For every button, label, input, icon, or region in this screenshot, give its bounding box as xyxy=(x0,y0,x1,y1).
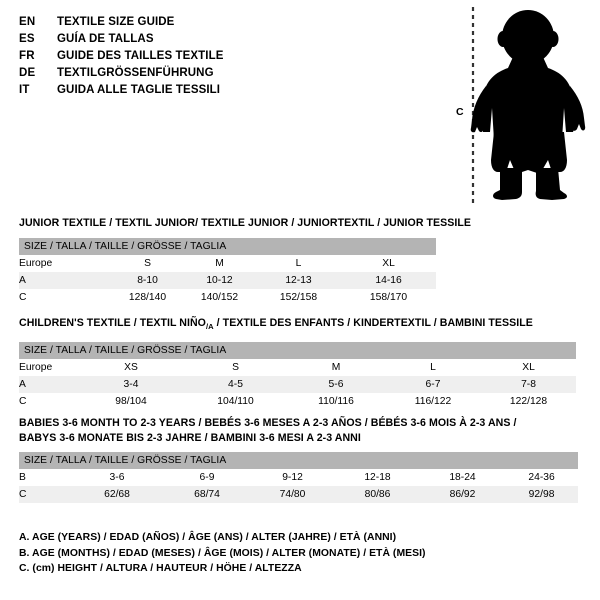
section-title-junior: JUNIOR TEXTILE / TEXTIL JUNIOR/ TEXTILE … xyxy=(19,217,472,229)
babies-b-2: 9-12 xyxy=(250,469,335,486)
children-row-label-c: C xyxy=(19,392,78,410)
children-europe-1: S xyxy=(184,358,287,376)
children-europe-0: XS xyxy=(78,358,184,376)
language-row-fr: FR GUIDE DES TAILLES TEXTILE xyxy=(19,48,319,65)
junior-europe-1: M xyxy=(183,254,256,272)
children-c-4: 122/128 xyxy=(481,392,577,410)
junior-c-1: 140/152 xyxy=(183,288,256,306)
table-junior-sizes: SIZE / TALLA / TAILLE / GRÖSSE / TAGLIA … xyxy=(19,237,437,306)
table-row: B 3-6 6-9 9-12 12-18 18-24 24-36 xyxy=(19,469,579,486)
language-row-de: DE TEXTILGRÖSSENFÜHRUNG xyxy=(19,65,319,82)
language-text-fr: GUIDE DES TAILLES TEXTILE xyxy=(57,50,224,62)
children-c-2: 110/116 xyxy=(287,392,385,410)
babies-b-0: 3-6 xyxy=(70,469,164,486)
table-row: C 98/104 104/110 110/116 116/122 122/128 xyxy=(19,392,577,410)
table-children-sizes: SIZE / TALLA / TAILLE / GRÖSSE / TAGLIA … xyxy=(19,341,577,410)
table-row: A 8-10 10-12 12-13 14-16 xyxy=(19,271,437,289)
children-c-1: 104/110 xyxy=(184,392,287,410)
children-a-1: 4-5 xyxy=(184,375,287,393)
language-code-es: ES xyxy=(19,33,35,45)
babies-b-4: 18-24 xyxy=(420,469,505,486)
babies-c-4: 86/92 xyxy=(420,486,505,503)
junior-row-label-c: C xyxy=(19,288,112,306)
table-row: SIZE / TALLA / TAILLE / GRÖSSE / TAGLIA xyxy=(19,237,437,255)
children-c-3: 116/122 xyxy=(385,392,481,410)
language-code-de: DE xyxy=(19,67,36,79)
junior-europe-0: S xyxy=(112,254,183,272)
language-header-block: EN TEXTILE SIZE GUIDE ES GUÍA DE TALLAS … xyxy=(19,14,319,99)
table-row: A 3-4 4-5 5-6 6-7 7-8 xyxy=(19,375,577,393)
junior-c-2: 152/158 xyxy=(256,288,341,306)
table-babies-sizes: SIZE / TALLA / TAILLE / GRÖSSE / TAGLIA … xyxy=(19,452,579,503)
babies-row-label-b: B xyxy=(19,469,70,486)
table-row: SIZE / TALLA / TAILLE / GRÖSSE / TAGLIA xyxy=(19,452,579,469)
junior-europe-3: XL xyxy=(341,254,437,272)
language-text-en: TEXTILE SIZE GUIDE xyxy=(57,16,175,28)
babies-band-label: SIZE / TALLA / TAILLE / GRÖSSE / TAGLIA xyxy=(19,452,579,469)
table-row: C 128/140 140/152 152/158 158/170 xyxy=(19,288,437,306)
section-babies-textile: BABIES 3-6 MONTH TO 2-3 YEARS / BEBÉS 3-… xyxy=(19,416,579,503)
language-row-it: IT GUIDA ALLE TAGLIE TESSILI xyxy=(19,82,319,99)
language-code-it: IT xyxy=(19,84,30,96)
language-text-de: TEXTILGRÖSSENFÜHRUNG xyxy=(57,67,214,79)
babies-row-label-c: C xyxy=(19,486,70,503)
junior-band-label: SIZE / TALLA / TAILLE / GRÖSSE / TAGLIA xyxy=(19,237,437,255)
section-children-textile: CHILDREN'S TEXTILE / TEXTIL NIÑO/A / TEX… xyxy=(19,316,577,410)
children-a-0: 3-4 xyxy=(78,375,184,393)
children-a-4: 7-8 xyxy=(481,375,577,393)
children-europe-3: L xyxy=(385,358,481,376)
toddler-body-shape xyxy=(470,10,586,200)
babies-c-1: 68/74 xyxy=(164,486,250,503)
babies-b-5: 24-36 xyxy=(505,469,579,486)
height-measure-figure: C xyxy=(440,0,600,215)
junior-c-3: 158/170 xyxy=(341,288,437,306)
children-band-label: SIZE / TALLA / TAILLE / GRÖSSE / TAGLIA xyxy=(19,341,577,359)
section-title-babies-line2: BABYS 3-6 MONATE BIS 2-3 JAHRE / BAMBINI… xyxy=(19,431,361,444)
legend-block: A. AGE (YEARS) / EDAD (AÑOS) / ÂGE (ANS)… xyxy=(19,530,426,577)
children-title-post: / TEXTILE DES ENFANTS / KINDERTEXTIL / B… xyxy=(213,317,533,329)
junior-a-1: 10-12 xyxy=(183,271,256,289)
junior-c-0: 128/140 xyxy=(112,288,183,306)
babies-c-0: 62/68 xyxy=(70,486,164,503)
children-row-label-europe: Europe xyxy=(19,358,78,376)
babies-c-2: 74/80 xyxy=(250,486,335,503)
children-europe-4: XL xyxy=(481,358,577,376)
children-a-2: 5-6 xyxy=(287,375,385,393)
language-text-it: GUIDA ALLE TAGLIE TESSILI xyxy=(57,84,221,96)
language-text-es: GUÍA DE TALLAS xyxy=(57,33,154,45)
legend-line-b: B. AGE (MONTHS) / EDAD (MESES) / ÂGE (MO… xyxy=(19,547,426,559)
height-measure-label: C xyxy=(456,106,464,118)
legend-line-a: A. AGE (YEARS) / EDAD (AÑOS) / ÂGE (ANS)… xyxy=(19,532,397,543)
language-code-en: EN xyxy=(19,16,36,28)
junior-row-label-europe: Europe xyxy=(19,254,112,272)
junior-row-label-a: A xyxy=(19,271,112,289)
section-title-babies-line1: BABIES 3-6 MONTH TO 2-3 YEARS / BEBÉS 3-… xyxy=(19,417,517,429)
language-code-fr: FR xyxy=(19,50,35,62)
legend-line-c: C. (cm) HEIGHT / ALTURA / HAUTEUR / HÖHE… xyxy=(19,563,302,574)
children-title-sub: /A xyxy=(205,322,214,332)
babies-c-5: 92/98 xyxy=(505,486,579,503)
children-a-3: 6-7 xyxy=(385,375,481,393)
section-junior-textile: JUNIOR TEXTILE / TEXTIL JUNIOR/ TEXTILE … xyxy=(19,216,471,306)
children-c-0: 98/104 xyxy=(78,392,184,410)
junior-a-0: 8-10 xyxy=(112,271,183,289)
babies-b-1: 6-9 xyxy=(164,469,250,486)
children-row-label-a: A xyxy=(19,375,78,393)
toddler-silhouette-icon xyxy=(470,7,586,207)
language-row-en: EN TEXTILE SIZE GUIDE xyxy=(19,14,319,31)
language-row-es: ES GUÍA DE TALLAS xyxy=(19,31,319,48)
section-title-children: CHILDREN'S TEXTILE / TEXTIL NIÑO/A / TEX… xyxy=(19,316,576,335)
babies-c-3: 80/86 xyxy=(335,486,420,503)
children-title-pre: CHILDREN'S TEXTILE / TEXTIL NIÑO xyxy=(19,317,206,329)
junior-a-3: 14-16 xyxy=(341,271,437,289)
table-row: Europe XS S M L XL xyxy=(19,358,577,376)
table-row: C 62/68 68/74 74/80 80/86 86/92 92/98 xyxy=(19,486,579,503)
children-europe-2: M xyxy=(287,358,385,376)
table-row: Europe S M L XL xyxy=(19,254,437,272)
babies-b-3: 12-18 xyxy=(335,469,420,486)
junior-europe-2: L xyxy=(256,254,341,272)
junior-a-2: 12-13 xyxy=(256,271,341,289)
table-row: SIZE / TALLA / TAILLE / GRÖSSE / TAGLIA xyxy=(19,341,577,359)
